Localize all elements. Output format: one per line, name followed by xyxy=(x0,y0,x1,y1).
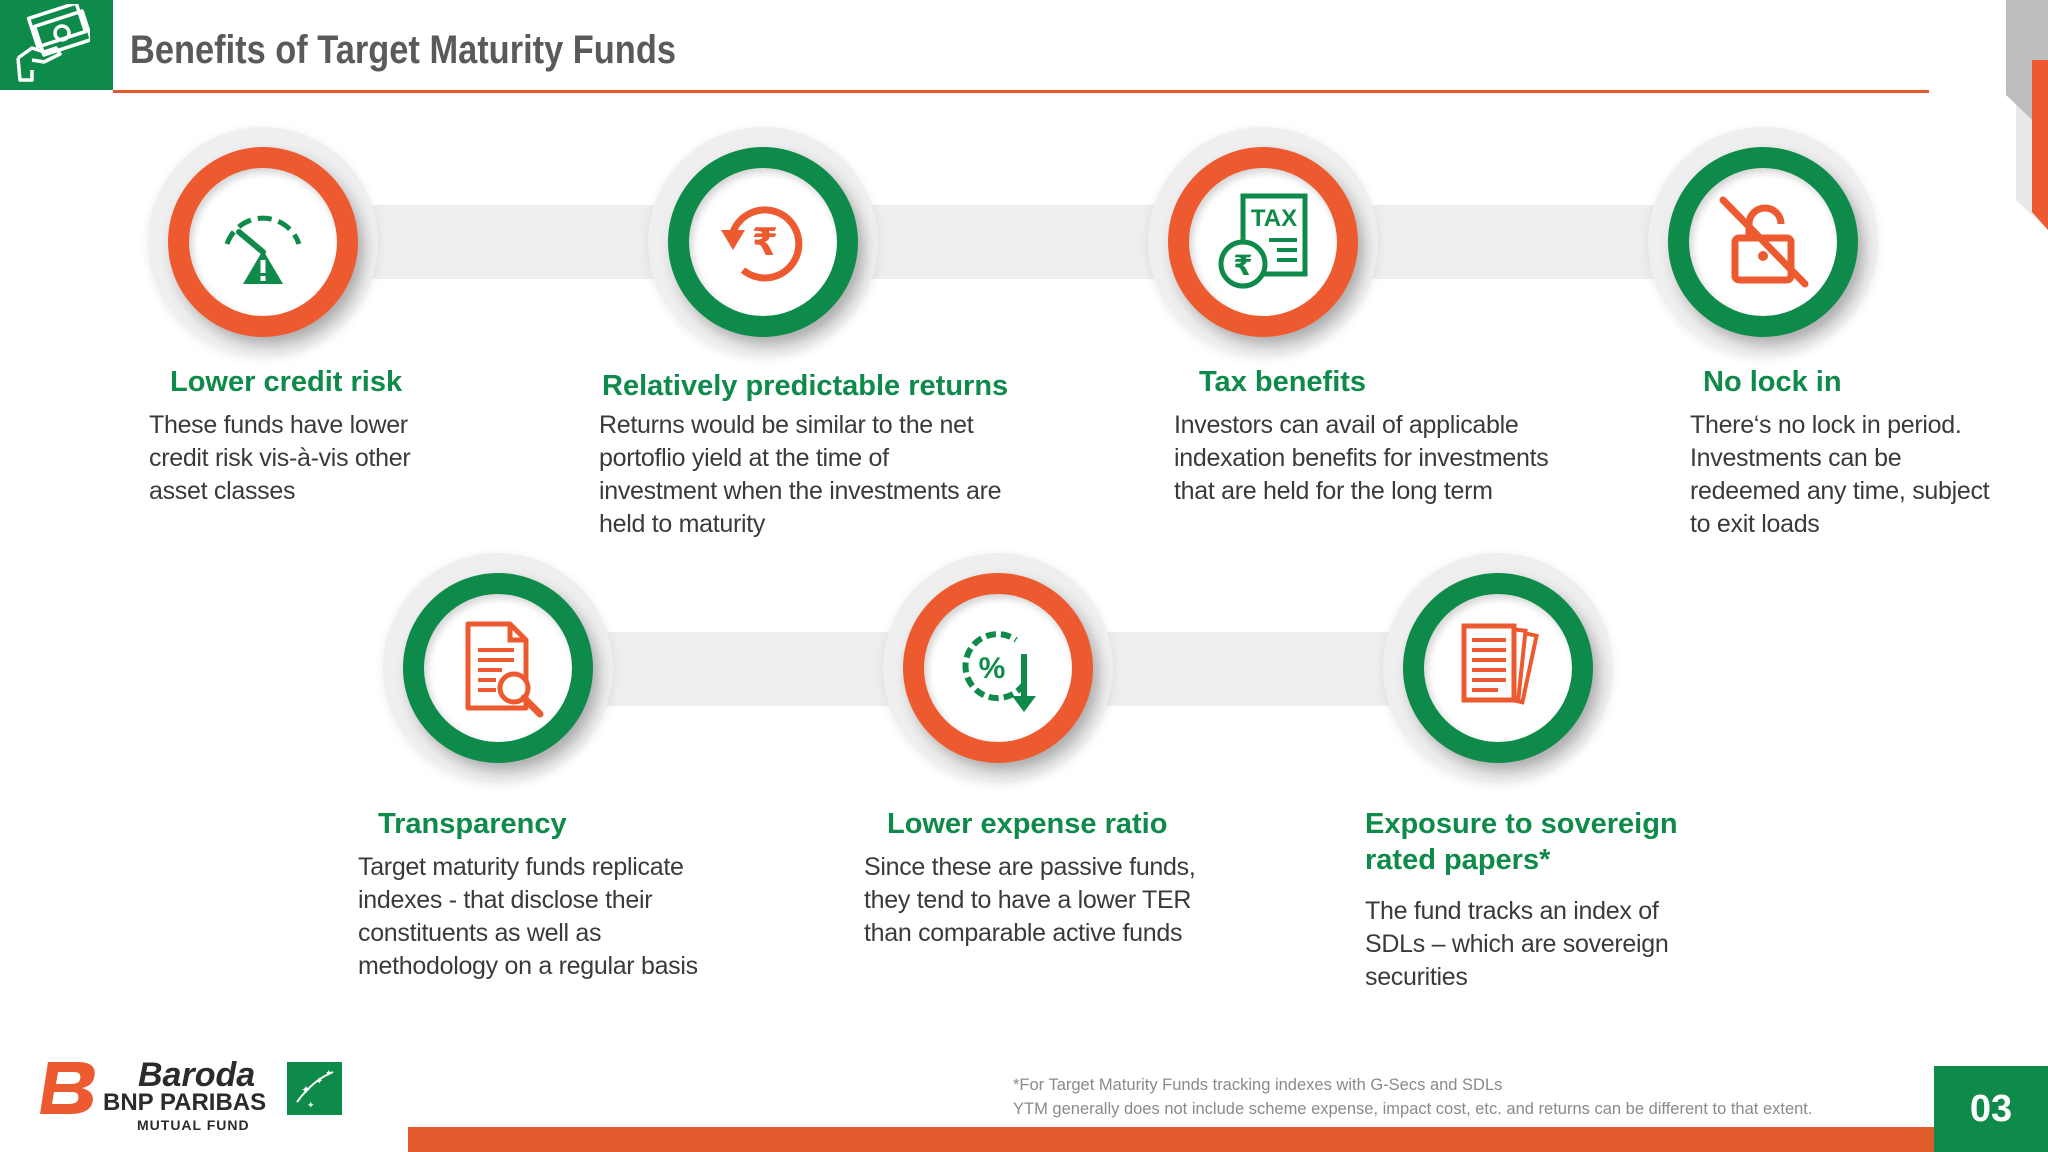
benefit-circle-predictable-returns: ₹ xyxy=(648,127,878,357)
svg-text:✦: ✦ xyxy=(315,1076,323,1087)
credit-risk-gauge-icon xyxy=(224,215,302,284)
rupee-refresh-icon: ₹ xyxy=(721,206,803,282)
benefit-title-tax: Tax benefits xyxy=(1199,366,1367,398)
baroda-b-logo-mark xyxy=(40,1062,95,1114)
document-search-icon xyxy=(465,621,544,718)
page-number: 03 xyxy=(1934,1066,2048,1152)
benefit-title-credit-risk: Lower credit risk xyxy=(170,366,403,398)
svg-text:✦: ✦ xyxy=(301,1083,311,1097)
connector-band-top xyxy=(230,205,1830,279)
benefit-desc-sovereign: The fund tracks an index of SDLs – which… xyxy=(1365,897,1669,991)
benefit-desc-transparency: Target maturity funds replicate indexes … xyxy=(358,853,698,980)
benefit-desc-credit-risk: These funds have lower credit risk vis-à… xyxy=(149,411,411,505)
benefit-circle-tax: TAX ₹ xyxy=(1148,127,1378,357)
bnp-stars-logo-mark: ✦ ✦ ✦ ✦ xyxy=(287,1062,342,1115)
benefit-circle-credit-risk xyxy=(148,127,378,357)
header-money-hand-icon xyxy=(0,0,113,90)
unlock-icon xyxy=(1719,196,1809,288)
svg-text:TAX: TAX xyxy=(1251,205,1297,232)
benefit-desc-tax: Investors can avail of applicable indexa… xyxy=(1174,411,1549,505)
svg-text:✦: ✦ xyxy=(325,1069,333,1079)
footnote: *For Target Maturity Funds tracking inde… xyxy=(1013,1076,1813,1118)
benefit-title-transparency: Transparency xyxy=(378,808,567,840)
benefit-desc-no-lock-in: There‘s no lock in period. Investments c… xyxy=(1690,411,1990,538)
benefit-title-sovereign: Exposure to sovereign rated papers* xyxy=(1365,808,1678,876)
benefit-circle-no-lock-in xyxy=(1648,127,1878,357)
benefit-circle-sovereign xyxy=(1383,553,1613,783)
svg-text:₹: ₹ xyxy=(752,220,778,264)
benefit-circle-transparency xyxy=(383,553,613,783)
svg-text:✦: ✦ xyxy=(307,1101,315,1111)
footer-bar xyxy=(408,1127,1934,1152)
benefit-desc-predictable-returns: Returns would be similar to the net port… xyxy=(599,411,1002,538)
svg-text:₹: ₹ xyxy=(1233,249,1252,282)
svg-text:%: % xyxy=(979,652,1006,685)
header-divider xyxy=(113,90,1929,93)
percent-down-icon: % xyxy=(962,631,1036,712)
benefit-title-predictable-returns: Relatively predictable returns xyxy=(602,370,1009,402)
corner-ribbon-decoration xyxy=(2006,0,2048,230)
stacked-papers-icon xyxy=(1461,623,1539,705)
logo-bnp-paribas-text: BNP PARIBAS xyxy=(103,1089,267,1116)
logo-baroda-text: Baroda xyxy=(138,1056,256,1094)
benefit-title-no-lock-in: No lock in xyxy=(1703,366,1842,398)
page-title: Benefits of Target Maturity Funds xyxy=(130,28,676,72)
benefit-circle-expense-ratio: % xyxy=(883,553,1113,783)
benefit-title-expense-ratio: Lower expense ratio xyxy=(887,808,1168,840)
benefit-desc-expense-ratio: Since these are passive funds, they tend… xyxy=(864,853,1196,947)
logo-mutual-fund-text: MUTUAL FUND xyxy=(137,1117,250,1133)
tax-document-icon: TAX ₹ xyxy=(1218,193,1308,289)
